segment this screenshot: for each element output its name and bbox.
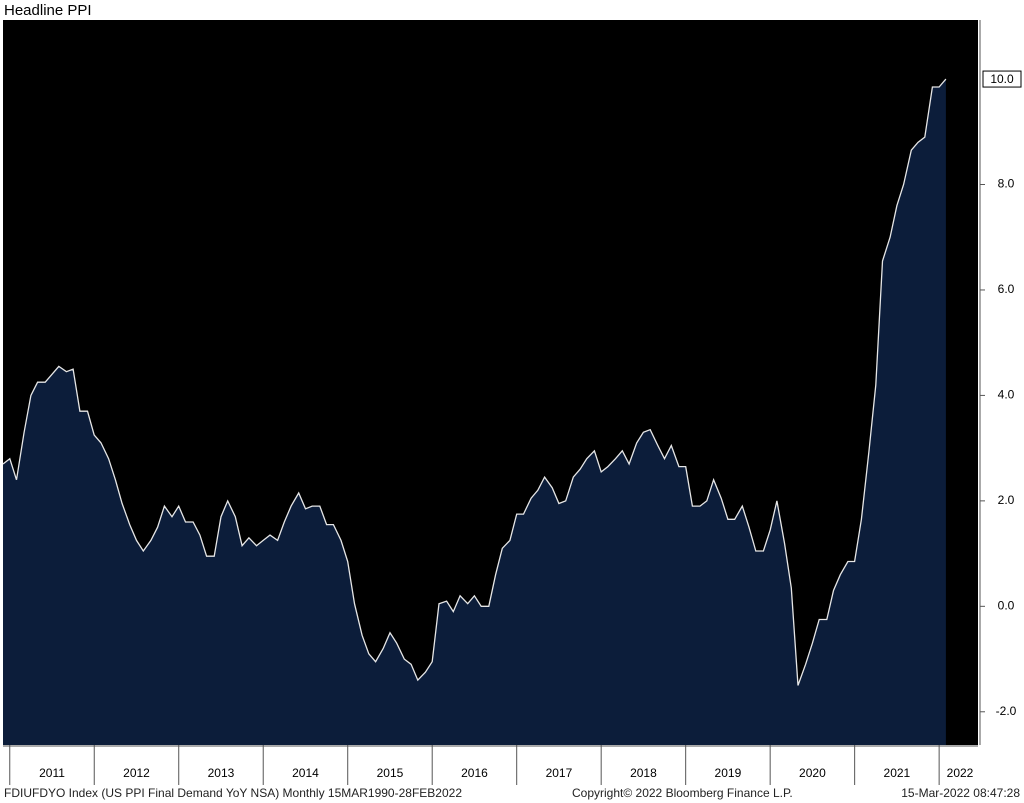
value-label: 10.0 — [990, 72, 1014, 86]
x-tick-label: 2020 — [799, 766, 826, 780]
y-tick-label: 2.0 — [998, 493, 1015, 507]
y-tick-label: 4.0 — [998, 388, 1015, 402]
y-tick-label: -2.0 — [996, 704, 1017, 718]
y-tick-label: 0.0 — [998, 598, 1015, 612]
x-tick-label: 2022 — [947, 766, 974, 780]
area — [3, 79, 946, 746]
copyright: Copyright© 2022 Bloomberg Finance L.P. — [572, 786, 793, 800]
x-tick-label: 2015 — [377, 766, 404, 780]
x-tick-label: 2014 — [292, 766, 319, 780]
source-note: FDIUFDYO Index (US PPI Final Demand YoY … — [4, 786, 462, 800]
x-tick-label: 2012 — [123, 766, 150, 780]
y-tick-label: 6.0 — [998, 282, 1015, 296]
line — [2, 78, 947, 686]
x-tick-label: 2016 — [461, 766, 488, 780]
x-tick-label: 2021 — [884, 766, 911, 780]
x-tick-label: 2011 — [39, 766, 65, 780]
value-label-box — [982, 70, 1022, 88]
y-tick-label: 8.0 — [998, 177, 1015, 191]
x-tick-label: 2018 — [630, 766, 657, 780]
chart-title: Headline PPI — [4, 2, 92, 19]
timestamp: 15-Mar-2022 08:47:28 — [901, 786, 1020, 800]
x-tick-label: 2017 — [546, 766, 573, 780]
x-tick-label: 2013 — [208, 766, 235, 780]
x-tick-label: 2019 — [715, 766, 742, 780]
